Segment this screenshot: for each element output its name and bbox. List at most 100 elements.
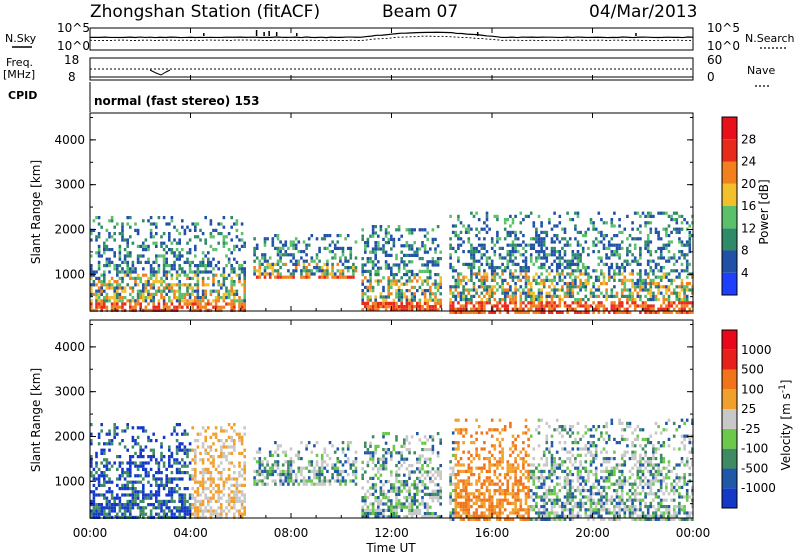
scatter-cell [403,473,406,477]
scatter-cell [139,480,142,484]
scatter-cell [352,269,355,273]
scatter-cell [574,224,577,228]
scatter-cell [129,225,132,229]
scatter-cell [349,479,353,483]
scatter-cell [92,283,96,287]
scatter-cell [485,301,489,305]
scatter-cell [511,278,515,282]
scatter-cell [477,243,481,247]
scatter-cell [429,305,432,309]
scatter-cell [602,310,606,314]
scatter-cell [168,299,171,303]
scatter-cell [477,230,481,234]
scatter-cell [253,253,256,257]
scatter-cell [483,310,486,314]
scatter-cell [344,479,347,483]
scatter-cell [136,503,140,507]
scatter-cell [387,451,390,455]
scatter-cell [434,237,437,241]
scatter-cell [364,244,367,248]
scatter-cell [175,445,179,449]
scatter-cell [157,477,161,481]
scatter-cell [392,273,396,277]
scatter-cell [493,508,497,512]
scatter-cell [576,266,580,270]
scatter-cell [426,515,429,519]
scatter-cell [92,308,96,312]
scatter-cell [220,506,223,510]
scatter-cell [382,515,385,519]
scatter-cell [134,461,137,465]
scatter-cell [493,243,497,247]
scatter-cell [294,243,298,247]
scatter-cell [123,515,127,519]
scatter-cell [173,487,176,491]
scatter-cell [199,451,202,455]
scatter-cell [194,490,197,494]
scatter-cell [501,505,504,509]
scatter-cell [550,434,554,438]
scatter-cell [217,512,220,516]
scatter-cell [235,483,239,487]
scatter-cell [610,253,614,257]
scatter-cell [429,476,432,480]
scatter-cell [92,493,96,497]
scatter-cell [131,499,135,503]
scatter-cell [527,444,530,448]
scatter-cell [475,517,478,521]
scatter-cell [576,240,580,244]
scatter-cell [238,515,241,519]
scatter-cell [253,259,256,263]
scatter-cell [459,310,463,314]
scatter-cell [439,492,442,496]
scatter-cell [374,295,377,299]
scatter-cell [524,278,528,282]
scatter-cell [165,503,168,507]
scatter-cell [263,476,267,480]
scatter-cell [451,473,455,477]
scatter-cell [654,275,658,279]
scatter-cell [162,435,166,439]
scatter-cell [459,278,463,282]
scatter-cell [434,476,437,480]
scatter-cell [134,451,137,455]
scatter-cell [405,457,409,461]
scatter-cell [527,511,530,515]
scatter-cell [123,296,127,300]
scatter-cell [379,457,383,461]
scatter-cell [514,498,517,502]
scatter-cell [366,496,370,500]
scatter-cell [204,493,207,497]
scatter-cell [395,464,398,468]
scatter-cell [470,272,473,276]
scatter-cell [581,246,585,250]
scatter-cell [136,464,140,468]
scatter-cell [462,304,465,308]
scatter-cell [410,464,414,468]
scatter-cell [188,503,192,507]
scatter-cell [276,473,280,477]
scatter-cell [395,253,398,257]
scatter-cell [384,457,388,461]
scatter-cell [498,441,502,445]
scatter-cell [667,288,671,292]
scatter-cell [449,310,452,314]
scatter-cell [545,514,549,518]
scatter-cell [100,273,103,277]
scatter-cell [235,289,239,293]
scatter-cell [352,262,355,266]
scatter-cell [589,288,593,292]
scatter-cell [315,237,319,241]
scatter-cell [483,221,486,225]
scatter-cell [579,301,582,305]
scatter-cell [467,457,471,461]
scatter-cell [204,480,207,484]
scatter-cell [162,254,166,258]
scatter-cell [600,218,603,222]
scatter-cell [623,266,627,270]
scatter-cell [555,492,559,496]
scatter-cell [225,477,228,481]
scatter-cell [142,455,145,459]
scatter-cell [186,276,189,280]
scatter-cell [397,480,401,484]
